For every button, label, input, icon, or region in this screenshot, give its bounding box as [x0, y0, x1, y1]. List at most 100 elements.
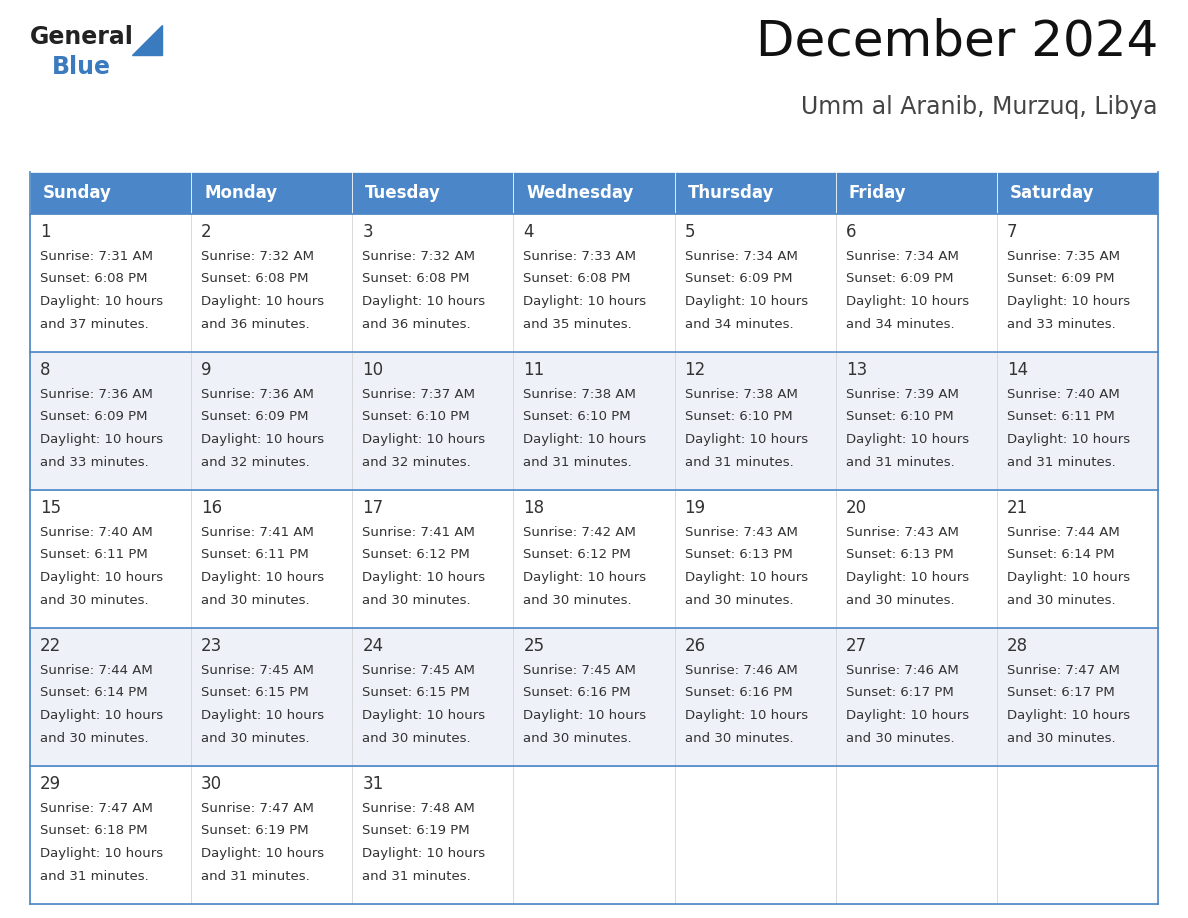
Bar: [997, 628, 1158, 766]
Bar: [30, 490, 191, 628]
Text: 26: 26: [684, 637, 706, 655]
Text: Thursday: Thursday: [688, 184, 773, 202]
Text: and 34 minutes.: and 34 minutes.: [846, 318, 954, 330]
Text: and 31 minutes.: and 31 minutes.: [846, 455, 954, 468]
Text: 11: 11: [524, 361, 544, 379]
Bar: [675, 214, 835, 352]
Text: Daylight: 10 hours: Daylight: 10 hours: [362, 295, 486, 308]
Bar: [513, 352, 675, 490]
Text: Sunset: 6:10 PM: Sunset: 6:10 PM: [846, 410, 953, 423]
Text: and 30 minutes.: and 30 minutes.: [201, 732, 310, 744]
Text: Sunrise: 7:32 AM: Sunrise: 7:32 AM: [362, 250, 475, 263]
Text: 5: 5: [684, 223, 695, 241]
Bar: [353, 766, 513, 904]
Text: and 33 minutes.: and 33 minutes.: [1007, 318, 1116, 330]
Bar: [513, 766, 675, 904]
Text: 12: 12: [684, 361, 706, 379]
Text: 31: 31: [362, 775, 384, 793]
Bar: [513, 172, 675, 214]
Text: Daylight: 10 hours: Daylight: 10 hours: [201, 433, 324, 446]
Text: Sunset: 6:15 PM: Sunset: 6:15 PM: [362, 687, 470, 700]
Text: Sunrise: 7:45 AM: Sunrise: 7:45 AM: [524, 664, 637, 677]
Bar: [835, 490, 997, 628]
Text: Sunset: 6:09 PM: Sunset: 6:09 PM: [201, 410, 309, 423]
Text: Sunset: 6:09 PM: Sunset: 6:09 PM: [1007, 273, 1114, 285]
Text: Sunrise: 7:39 AM: Sunrise: 7:39 AM: [846, 388, 959, 401]
Bar: [835, 766, 997, 904]
Text: Daylight: 10 hours: Daylight: 10 hours: [846, 295, 969, 308]
Text: Sunset: 6:18 PM: Sunset: 6:18 PM: [40, 824, 147, 837]
Bar: [513, 628, 675, 766]
Text: and 30 minutes.: and 30 minutes.: [362, 732, 470, 744]
Text: Daylight: 10 hours: Daylight: 10 hours: [1007, 571, 1130, 584]
Text: 30: 30: [201, 775, 222, 793]
Text: and 31 minutes.: and 31 minutes.: [1007, 455, 1116, 468]
Bar: [191, 352, 353, 490]
Text: Daylight: 10 hours: Daylight: 10 hours: [846, 709, 969, 722]
Text: Sunset: 6:10 PM: Sunset: 6:10 PM: [524, 410, 631, 423]
Text: Sunrise: 7:33 AM: Sunrise: 7:33 AM: [524, 250, 637, 263]
Text: 14: 14: [1007, 361, 1028, 379]
Text: Daylight: 10 hours: Daylight: 10 hours: [201, 709, 324, 722]
Text: and 37 minutes.: and 37 minutes.: [40, 318, 148, 330]
Text: Monday: Monday: [204, 184, 277, 202]
Text: and 30 minutes.: and 30 minutes.: [846, 594, 954, 607]
Text: Sunset: 6:08 PM: Sunset: 6:08 PM: [524, 273, 631, 285]
Text: Daylight: 10 hours: Daylight: 10 hours: [40, 709, 163, 722]
Bar: [191, 214, 353, 352]
Text: and 30 minutes.: and 30 minutes.: [40, 732, 148, 744]
Text: 20: 20: [846, 499, 867, 517]
Text: Sunset: 6:10 PM: Sunset: 6:10 PM: [362, 410, 470, 423]
Text: 8: 8: [40, 361, 51, 379]
Text: and 32 minutes.: and 32 minutes.: [201, 455, 310, 468]
Text: Sunrise: 7:34 AM: Sunrise: 7:34 AM: [846, 250, 959, 263]
Text: Daylight: 10 hours: Daylight: 10 hours: [362, 433, 486, 446]
Text: Daylight: 10 hours: Daylight: 10 hours: [524, 295, 646, 308]
Text: Sunset: 6:12 PM: Sunset: 6:12 PM: [524, 548, 631, 562]
Text: and 30 minutes.: and 30 minutes.: [362, 594, 470, 607]
Text: and 30 minutes.: and 30 minutes.: [524, 732, 632, 744]
Bar: [191, 172, 353, 214]
Bar: [675, 352, 835, 490]
Text: Sunrise: 7:46 AM: Sunrise: 7:46 AM: [846, 664, 959, 677]
Bar: [513, 214, 675, 352]
Text: Sunrise: 7:44 AM: Sunrise: 7:44 AM: [1007, 526, 1119, 539]
Bar: [191, 628, 353, 766]
Text: Sunset: 6:13 PM: Sunset: 6:13 PM: [846, 548, 954, 562]
Bar: [30, 214, 191, 352]
Text: Daylight: 10 hours: Daylight: 10 hours: [1007, 709, 1130, 722]
Text: and 30 minutes.: and 30 minutes.: [524, 594, 632, 607]
Bar: [997, 214, 1158, 352]
Text: Sunrise: 7:32 AM: Sunrise: 7:32 AM: [201, 250, 314, 263]
Text: Sunset: 6:10 PM: Sunset: 6:10 PM: [684, 410, 792, 423]
Text: and 35 minutes.: and 35 minutes.: [524, 318, 632, 330]
Text: General: General: [30, 25, 134, 49]
Text: and 30 minutes.: and 30 minutes.: [684, 732, 794, 744]
Text: Friday: Friday: [848, 184, 906, 202]
Text: 9: 9: [201, 361, 211, 379]
Text: Sunrise: 7:47 AM: Sunrise: 7:47 AM: [40, 802, 153, 815]
Text: and 32 minutes.: and 32 minutes.: [362, 455, 470, 468]
Bar: [835, 628, 997, 766]
Text: and 30 minutes.: and 30 minutes.: [40, 594, 148, 607]
Bar: [835, 214, 997, 352]
Text: and 31 minutes.: and 31 minutes.: [684, 455, 794, 468]
Text: Sunrise: 7:40 AM: Sunrise: 7:40 AM: [1007, 388, 1119, 401]
Text: Sunset: 6:13 PM: Sunset: 6:13 PM: [684, 548, 792, 562]
Bar: [675, 490, 835, 628]
Bar: [191, 766, 353, 904]
Text: Sunset: 6:12 PM: Sunset: 6:12 PM: [362, 548, 470, 562]
Text: 19: 19: [684, 499, 706, 517]
Text: Umm al Aranib, Murzuq, Libya: Umm al Aranib, Murzuq, Libya: [802, 95, 1158, 119]
Text: Sunset: 6:11 PM: Sunset: 6:11 PM: [40, 548, 147, 562]
Text: Daylight: 10 hours: Daylight: 10 hours: [684, 433, 808, 446]
Text: 27: 27: [846, 637, 867, 655]
Text: 24: 24: [362, 637, 384, 655]
Text: Daylight: 10 hours: Daylight: 10 hours: [40, 847, 163, 860]
Text: 25: 25: [524, 637, 544, 655]
Text: and 30 minutes.: and 30 minutes.: [846, 732, 954, 744]
Text: Sunrise: 7:40 AM: Sunrise: 7:40 AM: [40, 526, 153, 539]
Text: Daylight: 10 hours: Daylight: 10 hours: [524, 433, 646, 446]
Text: Sunrise: 7:46 AM: Sunrise: 7:46 AM: [684, 664, 797, 677]
Text: 22: 22: [40, 637, 62, 655]
